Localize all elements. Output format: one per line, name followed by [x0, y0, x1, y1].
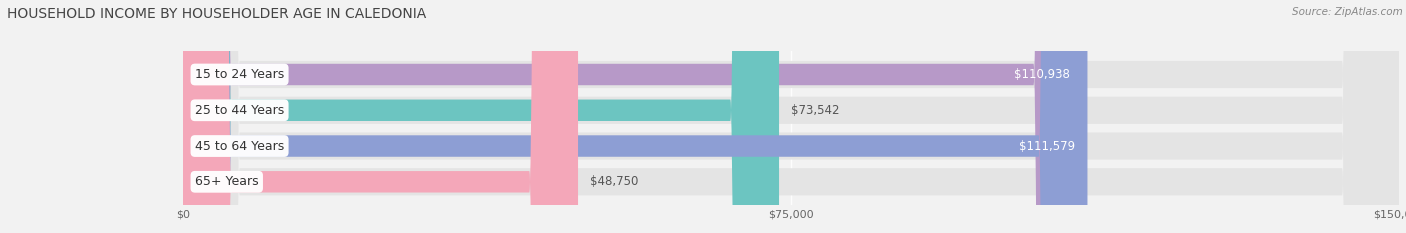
Text: 25 to 44 Years: 25 to 44 Years — [195, 104, 284, 117]
Text: $48,750: $48,750 — [591, 175, 638, 188]
Text: $110,938: $110,938 — [1014, 68, 1070, 81]
Text: 45 to 64 Years: 45 to 64 Years — [195, 140, 284, 153]
FancyBboxPatch shape — [183, 0, 1399, 233]
Text: 15 to 24 Years: 15 to 24 Years — [195, 68, 284, 81]
Text: 65+ Years: 65+ Years — [195, 175, 259, 188]
FancyBboxPatch shape — [183, 0, 578, 233]
FancyBboxPatch shape — [183, 0, 779, 233]
FancyBboxPatch shape — [183, 0, 1399, 233]
FancyBboxPatch shape — [183, 0, 1087, 233]
FancyBboxPatch shape — [183, 0, 1083, 233]
Text: HOUSEHOLD INCOME BY HOUSEHOLDER AGE IN CALEDONIA: HOUSEHOLD INCOME BY HOUSEHOLDER AGE IN C… — [7, 7, 426, 21]
FancyBboxPatch shape — [183, 0, 1399, 233]
Text: $73,542: $73,542 — [792, 104, 839, 117]
Text: Source: ZipAtlas.com: Source: ZipAtlas.com — [1292, 7, 1403, 17]
FancyBboxPatch shape — [183, 0, 1399, 233]
Text: $111,579: $111,579 — [1019, 140, 1076, 153]
